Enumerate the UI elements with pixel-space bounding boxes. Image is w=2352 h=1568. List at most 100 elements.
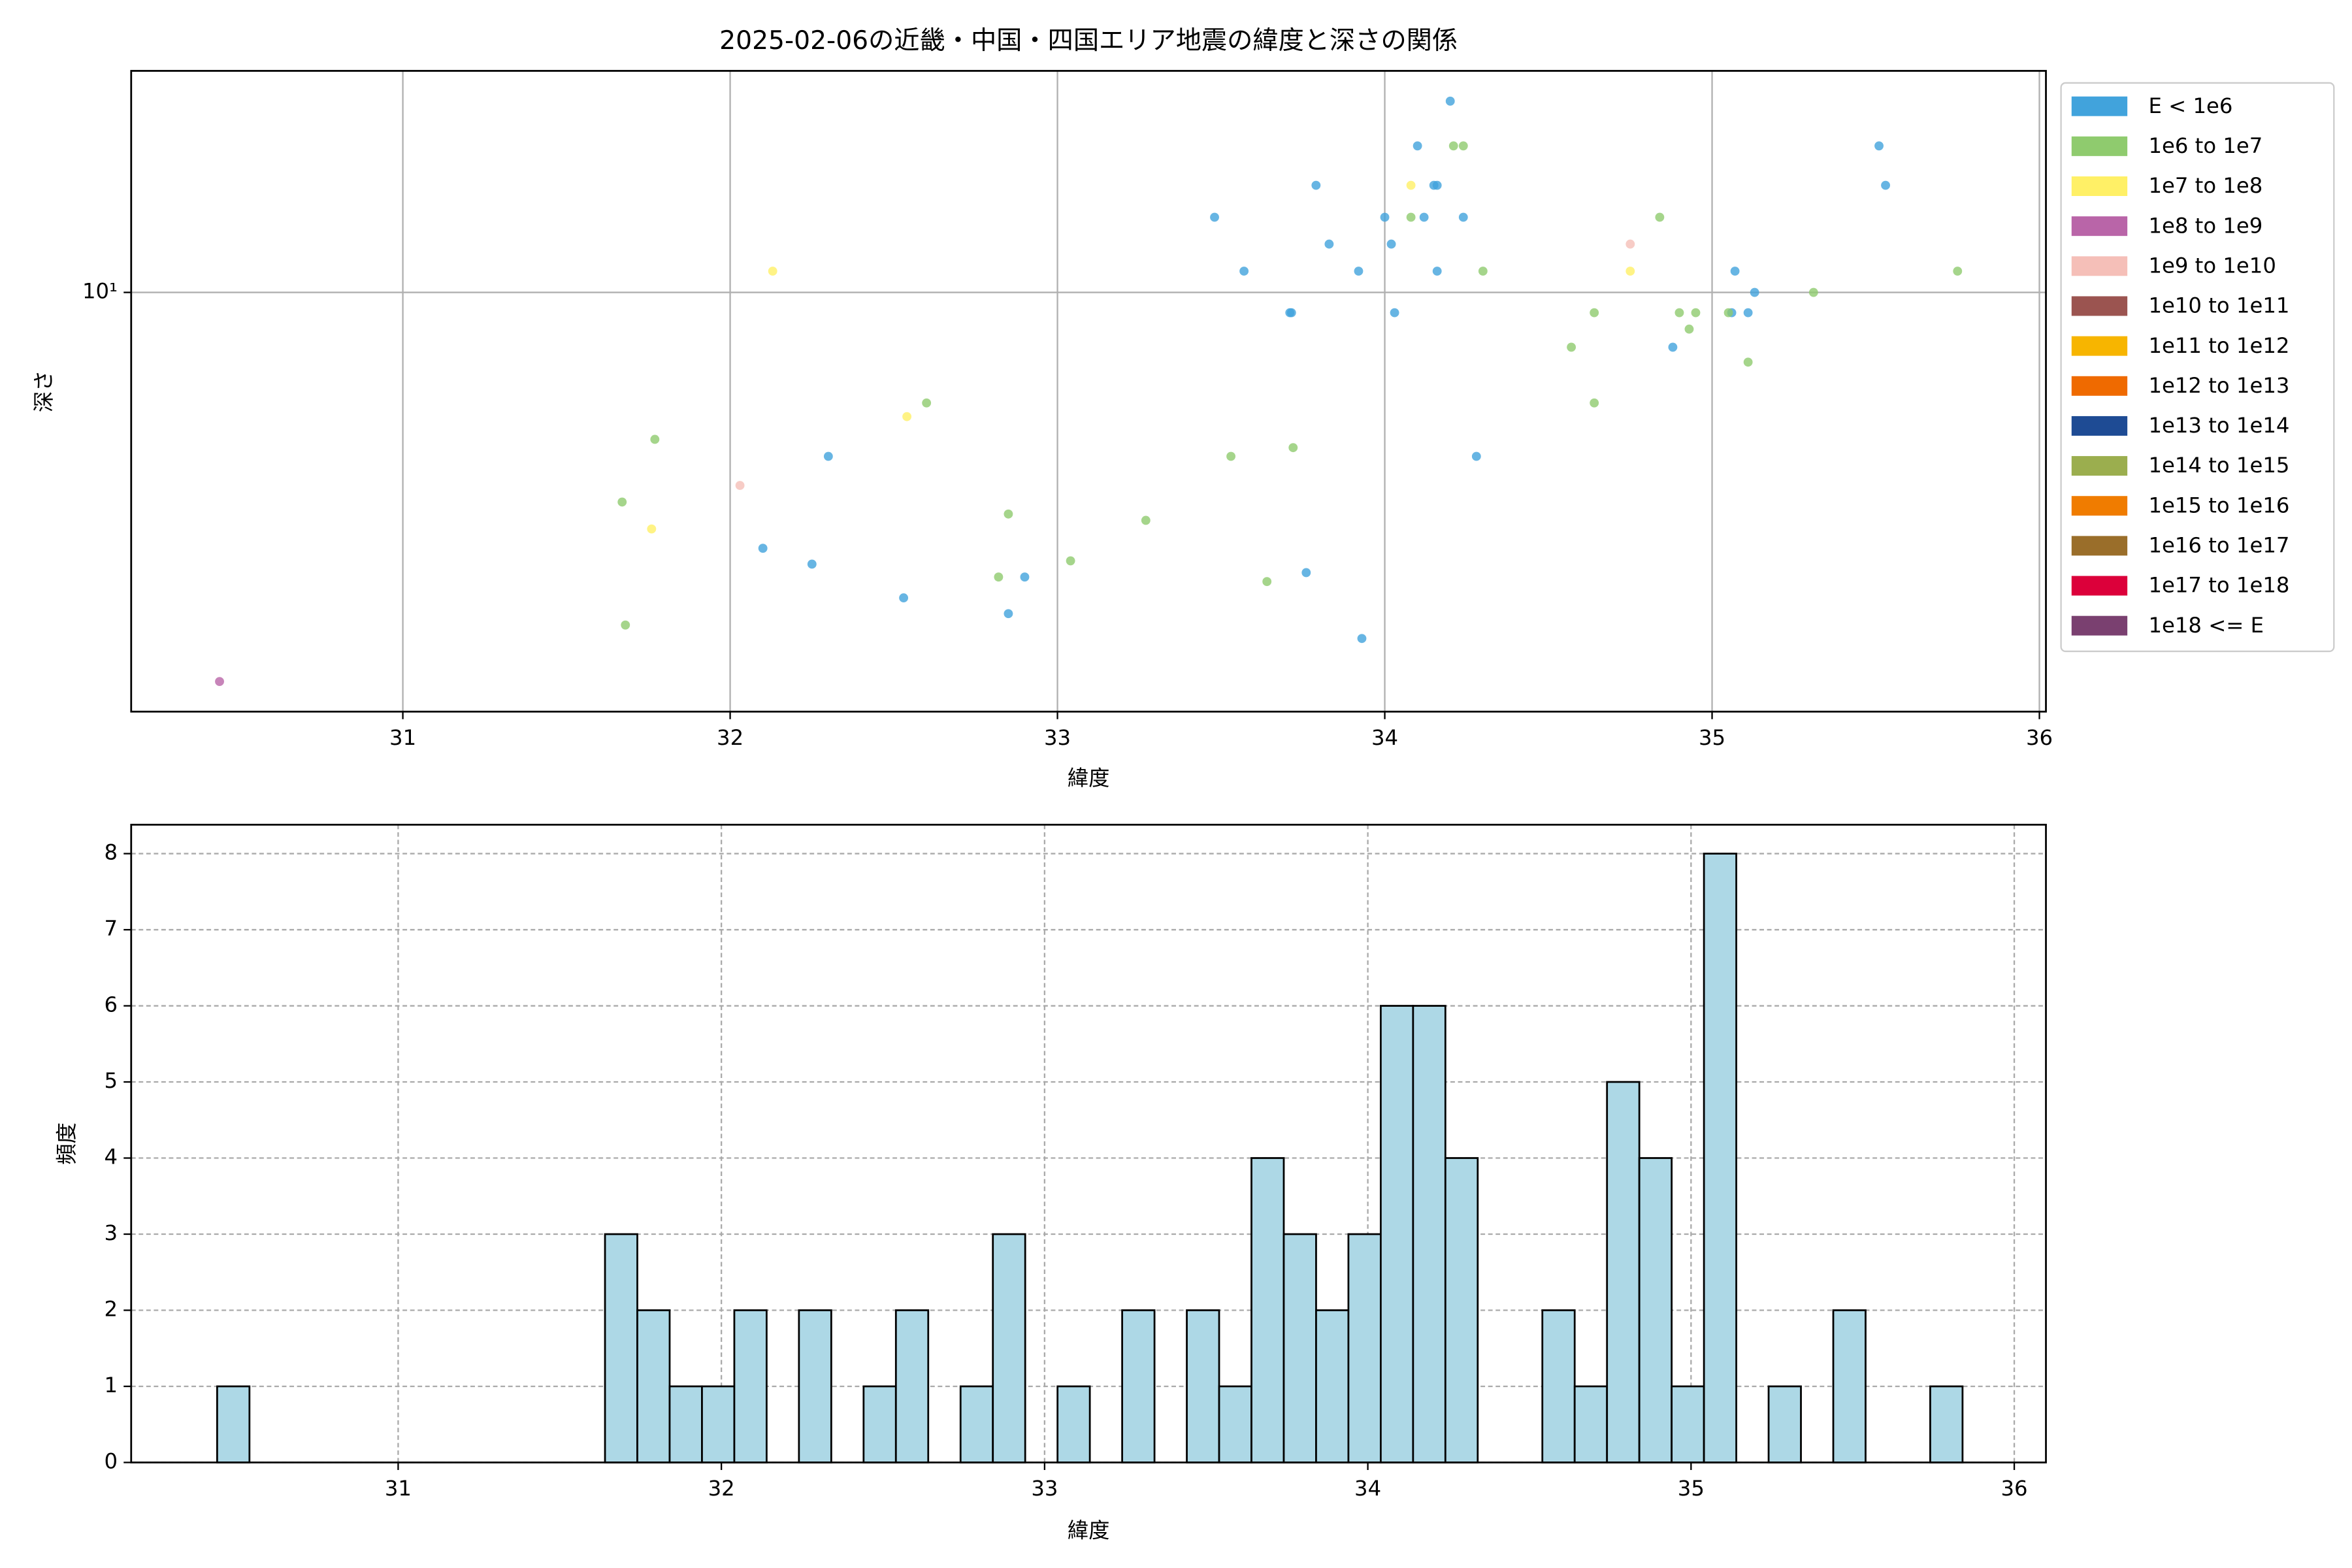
scatter-point <box>1674 308 1684 318</box>
histogram-bar <box>1282 1233 1317 1463</box>
legend-swatch <box>2071 176 2128 196</box>
histogram-bar <box>701 1385 736 1463</box>
scatter-point <box>1874 141 1884 151</box>
y-tick-label: 3 <box>104 1220 118 1245</box>
scatter-point <box>1020 572 1030 582</box>
histogram-bar <box>1767 1385 1802 1463</box>
histogram-bar <box>1347 1233 1382 1463</box>
legend-swatch <box>2071 576 2128 596</box>
histogram-bar <box>1056 1385 1091 1463</box>
scatter-point <box>1750 287 1759 297</box>
legend-swatch <box>2071 416 2128 436</box>
scatter-point <box>647 524 657 534</box>
y-axis-label: 頻度 <box>54 1122 79 1165</box>
y-tick-label: 0 <box>104 1448 118 1473</box>
histogram-bar <box>1573 1385 1609 1463</box>
scatter-point <box>1471 451 1481 461</box>
legend-label: 1e15 to 1e16 <box>2148 493 2289 517</box>
legend-box <box>2060 82 2335 653</box>
histogram-bar <box>1929 1385 1964 1463</box>
legend-swatch <box>2071 376 2128 396</box>
scatter-point <box>1743 357 1753 367</box>
scatter-point <box>1288 443 1298 453</box>
histogram-bar <box>668 1385 703 1463</box>
scatter-point <box>1141 515 1151 525</box>
scatter-point <box>1390 308 1399 318</box>
histogram-bar <box>1606 1081 1641 1463</box>
y-tick-label: 7 <box>104 916 118 941</box>
legend-label: E < 1e6 <box>2148 93 2232 118</box>
legend-label: 1e13 to 1e14 <box>2148 413 2289 438</box>
histogram-bar <box>1671 1385 1705 1463</box>
histogram-bar <box>862 1385 897 1463</box>
scatter-point <box>922 398 932 408</box>
legend-label: 1e10 to 1e11 <box>2148 293 2289 318</box>
scatter-point <box>650 434 660 444</box>
histogram-bar <box>894 1309 930 1463</box>
scatter-point <box>1448 141 1458 151</box>
legend-swatch <box>2071 496 2128 516</box>
y-tick-label: 4 <box>104 1145 118 1169</box>
scatter-point <box>1590 308 1599 318</box>
scatter-point <box>1419 212 1429 222</box>
scatter-point <box>902 412 912 421</box>
x-tick-label: 31 <box>385 1476 412 1501</box>
histogram-bar <box>216 1385 251 1463</box>
histogram-bar <box>636 1309 671 1463</box>
x-tick-label: 32 <box>717 725 743 750</box>
scatter-point <box>1458 212 1468 222</box>
legend-label: 1e17 to 1e18 <box>2148 573 2289 598</box>
histogram-bar <box>1186 1309 1220 1463</box>
scatter-point <box>1743 308 1753 318</box>
scatter-point <box>1262 577 1272 587</box>
scatter-point <box>215 677 224 687</box>
scatter-point <box>1066 556 1075 566</box>
scatter-point <box>1730 267 1740 276</box>
x-tick-label: 32 <box>708 1476 735 1501</box>
histogram-bar <box>959 1385 994 1463</box>
legend-swatch <box>2071 136 2128 156</box>
scatter-point <box>1684 324 1694 334</box>
scatter-point <box>1406 180 1416 190</box>
histogram-bar <box>1444 1157 1479 1463</box>
scatter-point <box>768 267 777 276</box>
scatter-point <box>1324 239 1334 249</box>
x-tick-label: 33 <box>1044 725 1071 750</box>
scatter-point <box>1723 308 1733 318</box>
scatter-point <box>1406 212 1416 222</box>
histogram-bar <box>798 1309 832 1463</box>
scatter-point <box>899 593 909 603</box>
scatter-point <box>1226 451 1236 461</box>
histogram-bar <box>733 1309 768 1463</box>
histogram-bar <box>1250 1157 1285 1463</box>
histogram-bar <box>1218 1385 1252 1463</box>
scatter-point <box>1301 568 1311 578</box>
scatter-point <box>994 572 1004 582</box>
legend-swatch <box>2071 256 2128 276</box>
legend-label: 1e16 to 1e17 <box>2148 533 2289 558</box>
scatter-point <box>1004 509 1013 519</box>
x-tick-label: 31 <box>389 725 416 750</box>
legend-label: 1e7 to 1e8 <box>2148 173 2262 198</box>
legend-swatch <box>2071 296 2128 316</box>
scatter-point <box>758 544 768 553</box>
scatter-point <box>1808 287 1818 297</box>
scatter-point <box>1881 180 1890 190</box>
legend-label: 1e6 to 1e7 <box>2148 133 2262 158</box>
legend-label: 1e9 to 1e10 <box>2148 253 2276 278</box>
legend-label: 1e18 <= E <box>2148 613 2264 638</box>
chart-title: 2025-02-06の近畿・中国・四国エリア地震の緯度と深さの関係 <box>719 26 1458 56</box>
scatter-point <box>1625 239 1635 249</box>
x-axis-label: 緯度 <box>1068 766 1110 791</box>
scatter-point <box>807 559 817 569</box>
histogram-bar <box>1541 1309 1576 1463</box>
scatter-point <box>1668 342 1678 352</box>
scatter-point <box>1432 180 1442 190</box>
scatter-point <box>621 620 630 630</box>
scatter-point <box>1445 96 1455 106</box>
histogram-bar <box>1703 853 1737 1463</box>
scatter-point <box>1691 308 1701 318</box>
y-tick-label: 1 <box>104 1373 118 1397</box>
